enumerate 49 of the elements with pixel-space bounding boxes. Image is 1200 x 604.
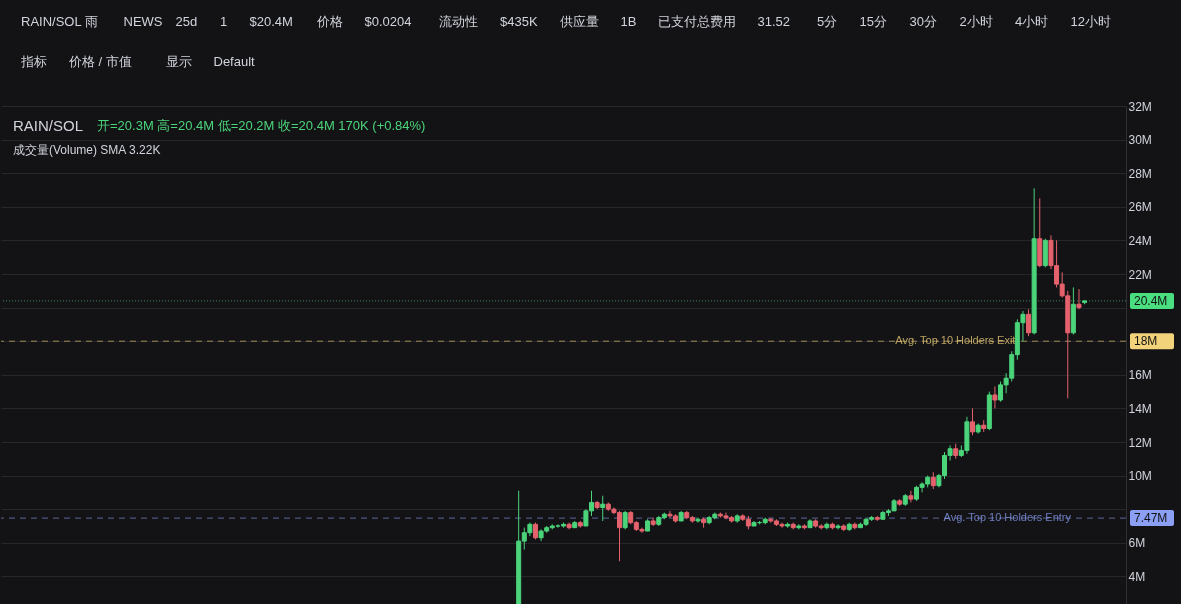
text: 1 xyxy=(220,14,228,29)
text: 2小时 xyxy=(959,14,993,29)
candlestick xyxy=(992,386,998,409)
candlestick xyxy=(1076,288,1082,310)
text: Default xyxy=(213,54,256,69)
ref-line-label: 7.47M xyxy=(1134,511,1168,526)
candlestick xyxy=(622,510,628,530)
ref-line-label: 20.4M xyxy=(1134,293,1168,308)
text: 5分 xyxy=(817,14,838,29)
text: 25d xyxy=(175,14,198,29)
y-tick-label: 4M xyxy=(1128,569,1146,584)
text: 显示 xyxy=(165,54,192,69)
text: RAIN/SOL 雨 xyxy=(21,14,98,29)
annotation: Avg. Top 10 Holders Entry xyxy=(943,511,1072,524)
y-tick-label: 24M xyxy=(1128,233,1152,248)
text: 指标 xyxy=(20,54,47,69)
text: NEWS xyxy=(123,14,163,29)
text: 价格 xyxy=(315,14,343,29)
text: $0.0204 xyxy=(364,14,412,29)
y-tick-label: 10M xyxy=(1128,469,1152,484)
ref-line-label: 18M xyxy=(1134,334,1158,349)
text: 已支付总费用 xyxy=(657,14,736,29)
text: 12小时 xyxy=(1070,14,1111,29)
text: 1B xyxy=(620,14,637,29)
text: 4小时 xyxy=(1015,14,1049,29)
y-tick-label: 28M xyxy=(1128,166,1152,181)
candlestick xyxy=(970,407,976,436)
y-tick-label: 14M xyxy=(1128,401,1152,416)
text: $435K xyxy=(500,14,538,29)
text: 31.52 xyxy=(757,14,791,29)
y-tick-label: 26M xyxy=(1128,200,1152,215)
y-tick-label: 16M xyxy=(1128,368,1152,383)
candlestick xyxy=(1026,308,1032,337)
text: 15分 xyxy=(859,14,887,29)
text: 开=20.3M 高=20.4M 低=20.2M 收=20.4M 170K (+0.84%) xyxy=(97,118,426,133)
text: RAIN/SOL xyxy=(13,117,84,134)
candlestick xyxy=(600,495,606,522)
y-tick-label: 6M xyxy=(1128,536,1146,551)
text: $20.4M xyxy=(249,14,293,29)
candlestick xyxy=(908,490,914,503)
annotation: 成交量(Volume) SMA 3.22K xyxy=(13,143,161,157)
text: 价格 / 市值 xyxy=(68,54,132,69)
text: 供应量 xyxy=(559,14,599,29)
y-tick-label: 32M xyxy=(1128,99,1152,114)
text: 30分 xyxy=(909,14,937,29)
y-tick-label: 22M xyxy=(1128,267,1152,282)
text: 流动性 xyxy=(439,14,478,29)
y-tick-label: 12M xyxy=(1128,435,1152,450)
y-tick-label: 30M xyxy=(1128,133,1152,148)
